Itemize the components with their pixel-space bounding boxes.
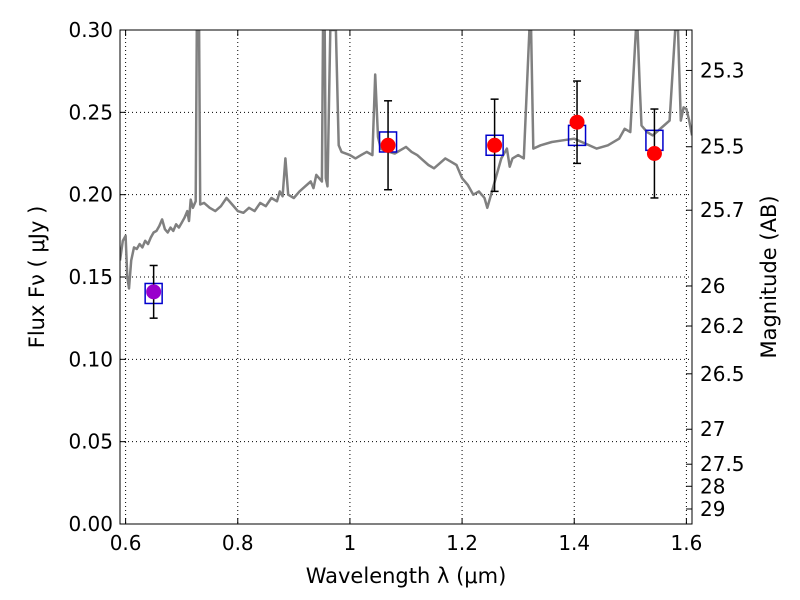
y-axis-title: Flux Fν ( μJy ) <box>25 206 49 349</box>
y-tick-label-1: 0.05 <box>68 430 113 454</box>
spectrum-layer <box>120 30 692 290</box>
x-tick-label-5: 1.6 <box>670 531 702 555</box>
mag-tick-label-4: 26.2 <box>700 314 745 338</box>
mag-tick-label-0: 25.3 <box>700 58 745 82</box>
observed-point-0 <box>146 284 162 300</box>
mag-tick-label-3: 26 <box>700 274 725 298</box>
mag-tick-label-1: 25.5 <box>700 135 745 159</box>
observed-point-4 <box>646 146 662 161</box>
y-tick-label-2: 0.10 <box>68 347 113 371</box>
mag-tick-label-8: 28 <box>700 474 725 498</box>
y-tick-label-5: 0.25 <box>68 100 113 124</box>
axes-layer: 0.6 0.8 1 1.2 1.4 1.6 0.00 0.05 0.10 0.15 0.20 0.25… <box>68 18 744 555</box>
y-tick-label-3: 0.15 <box>68 265 113 289</box>
mag-tick-label-6: 27 <box>700 417 725 441</box>
x-tick-label-4: 1.4 <box>558 531 590 555</box>
y-tick-label-0: 0.00 <box>68 512 113 536</box>
mag-tick-label-5: 26.5 <box>700 362 745 386</box>
observed-point-1 <box>380 137 396 153</box>
x-tick-label-0: 0.6 <box>110 531 142 555</box>
observed-point-2 <box>487 137 503 153</box>
y-tick-label-4: 0.20 <box>68 183 113 207</box>
x-axis-title: Wavelength λ (μm) <box>306 564 507 588</box>
marker-layer <box>144 80 664 319</box>
spectrum-line <box>120 30 692 290</box>
observed-point-3 <box>569 114 585 130</box>
mag-tick-label-9: 29 <box>700 497 725 521</box>
y2-axis-title: Magnitude (AB) <box>757 195 781 358</box>
mag-tick-label-2: 25.7 <box>700 198 745 222</box>
y-tick-label-6: 0.30 <box>68 18 113 42</box>
x-tick-label-1: 0.8 <box>222 531 254 555</box>
x-tick-label-3: 1.2 <box>446 531 478 555</box>
x-tick-label-2: 1 <box>344 531 357 555</box>
mag-tick-label-7: 27.5 <box>700 452 745 476</box>
